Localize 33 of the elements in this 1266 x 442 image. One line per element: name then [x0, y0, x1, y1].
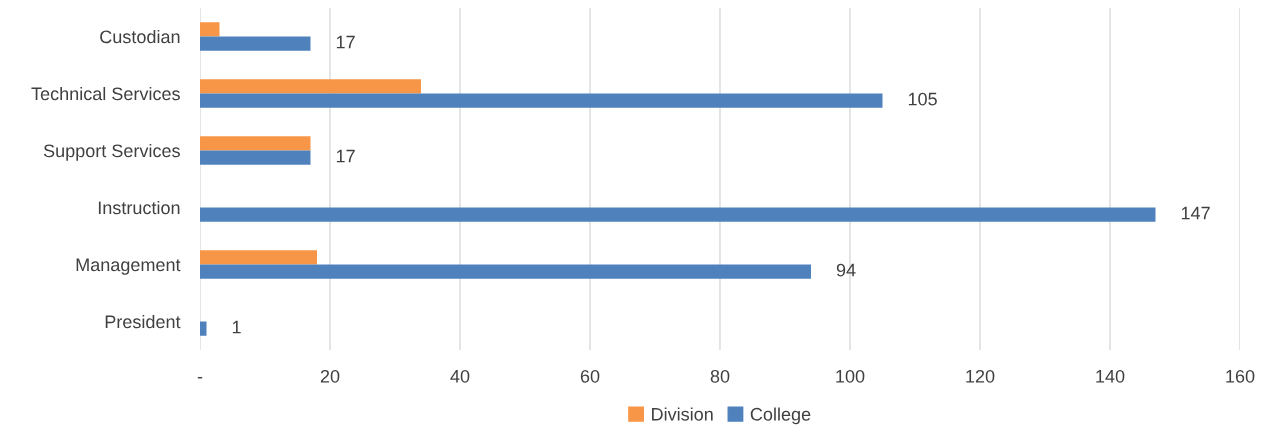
y-tick-label: Instruction — [98, 200, 180, 215]
bar — [200, 150, 311, 165]
y-tick-label: Custodian — [100, 29, 180, 44]
x-tick-label: 160 — [1226, 369, 1255, 383]
data-label: 1 — [232, 320, 241, 334]
bar — [200, 93, 883, 108]
legend-label: College — [750, 407, 811, 425]
data-label: 17 — [336, 149, 355, 163]
x-tick-label: 120 — [966, 369, 995, 383]
data-label: 94 — [836, 263, 856, 277]
y-tick-label: Technical Services — [31, 86, 180, 101]
bar — [200, 79, 421, 94]
y-tick-label: Management — [76, 258, 181, 275]
bar — [200, 22, 220, 37]
x-tick-label: - — [197, 377, 203, 379]
data-label: 147 — [1181, 206, 1210, 220]
y-tick-label: President — [105, 314, 181, 329]
y-tick-label: Support Services — [43, 143, 180, 161]
bar — [200, 250, 317, 265]
data-label: 105 — [908, 92, 937, 106]
x-tick-label: 20 — [320, 369, 340, 383]
x-tick-label: 140 — [1096, 369, 1125, 383]
bar — [200, 321, 207, 336]
bar — [200, 264, 811, 279]
x-tick-label: 60 — [580, 369, 600, 383]
x-tick-label: 100 — [836, 369, 865, 383]
bar — [200, 136, 311, 151]
x-tick-label: 80 — [710, 369, 730, 383]
legend-label: Division — [652, 407, 713, 421]
x-tick-label: 40 — [450, 369, 470, 383]
data-label: 17 — [336, 35, 355, 49]
bar — [200, 207, 1156, 222]
bar — [200, 36, 311, 51]
